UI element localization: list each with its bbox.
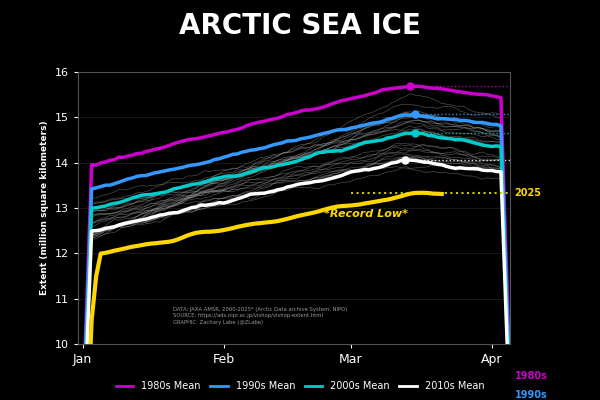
Legend: 1980s Mean, 1990s Mean, 2000s Mean, 2010s Mean: 1980s Mean, 1990s Mean, 2000s Mean, 2010… <box>112 377 488 395</box>
Text: 1980s: 1980s <box>515 372 547 382</box>
Text: ARCTIC SEA ICE: ARCTIC SEA ICE <box>179 12 421 40</box>
Text: 2025: 2025 <box>515 188 542 198</box>
Y-axis label: Extent (million square kilometers): Extent (million square kilometers) <box>40 121 49 295</box>
Text: 1990s: 1990s <box>515 390 547 400</box>
Text: *Record Low*: *Record Low* <box>323 209 407 219</box>
Text: DATA: JAXA AMSR, 2000-2025* (Arctic Data archive System, NIPO)
SOURCE: https://a: DATA: JAXA AMSR, 2000-2025* (Arctic Data… <box>173 307 347 325</box>
